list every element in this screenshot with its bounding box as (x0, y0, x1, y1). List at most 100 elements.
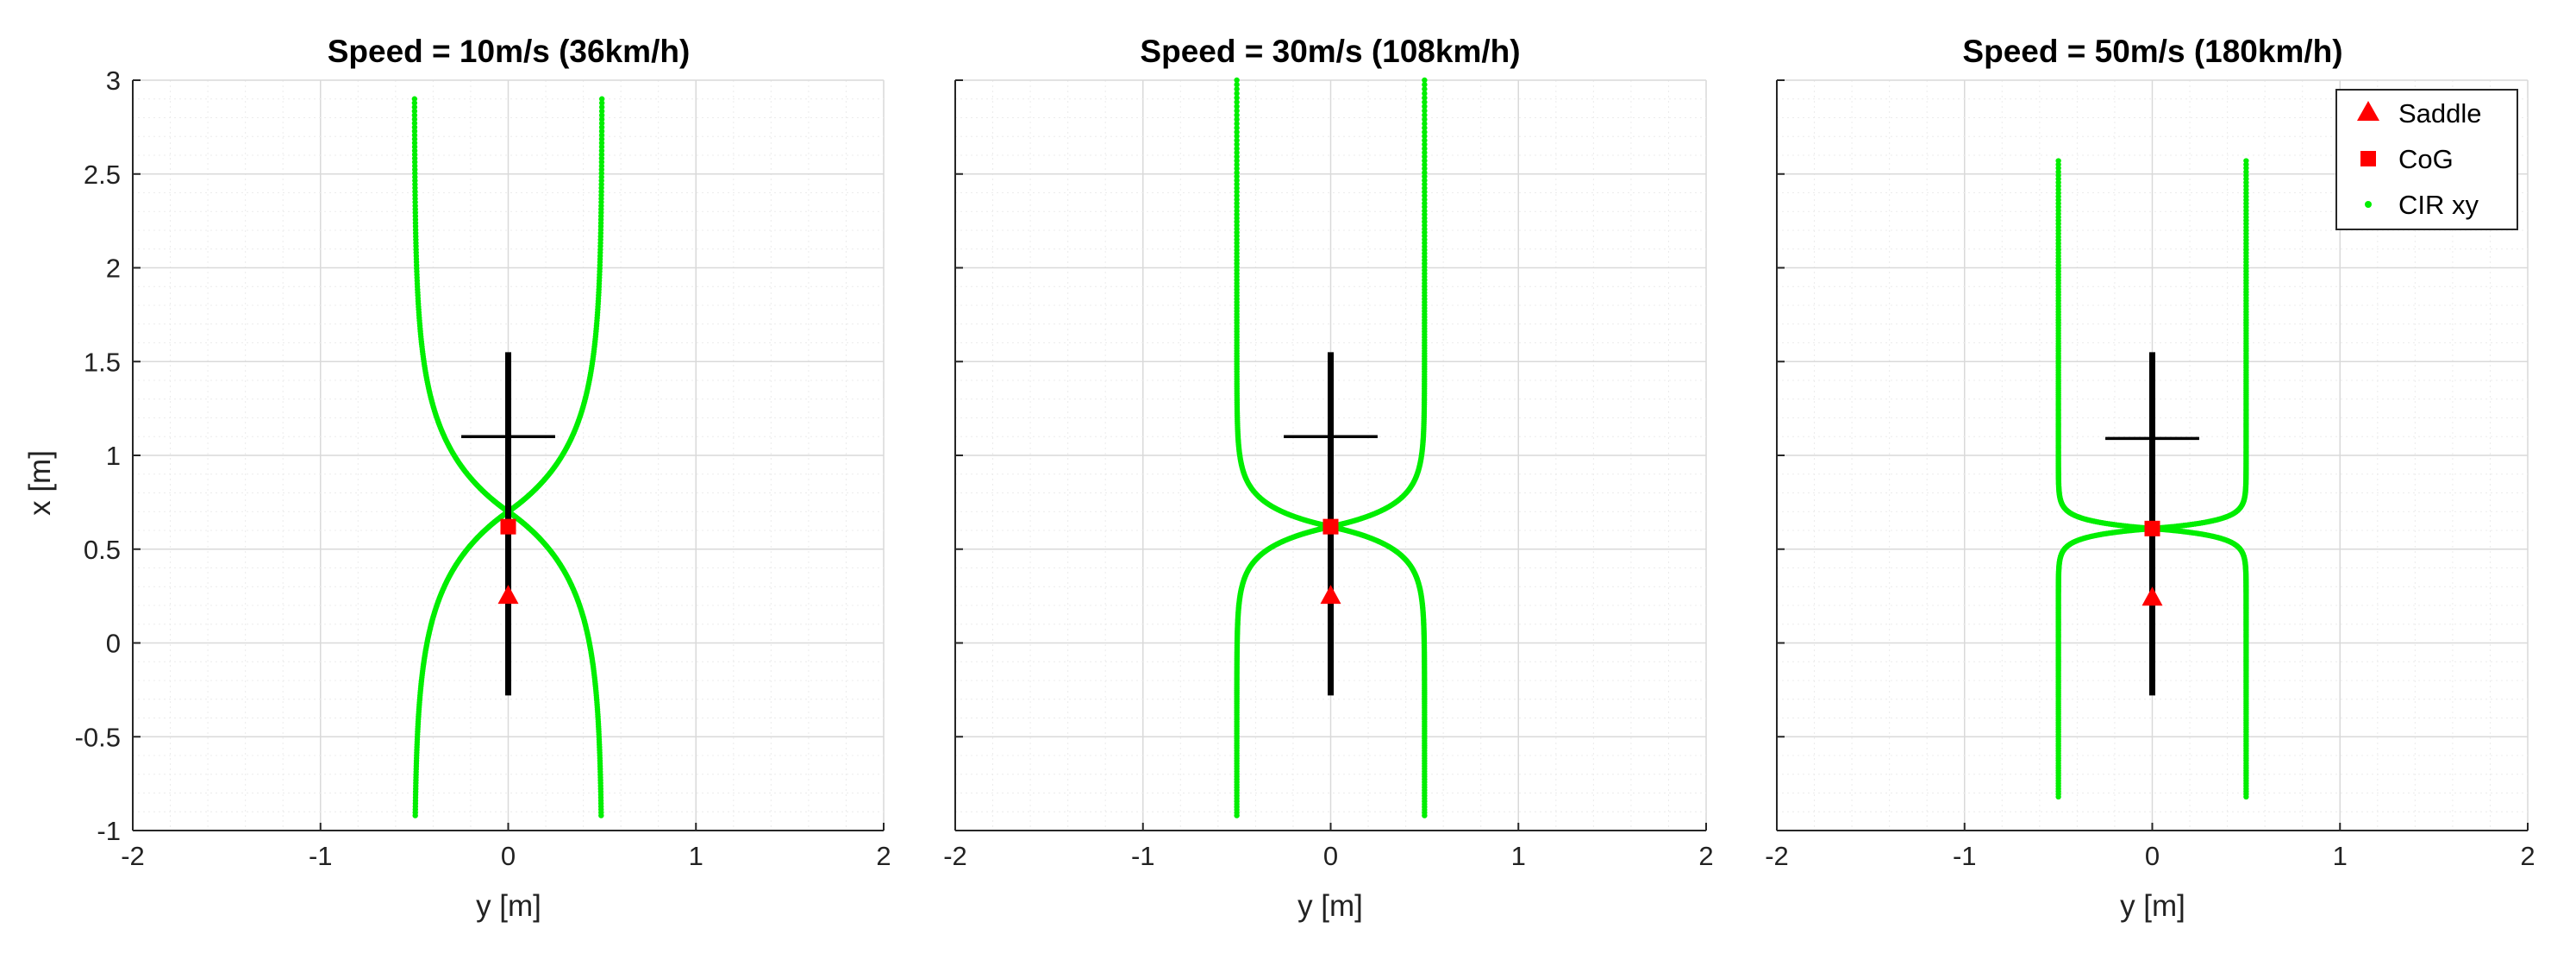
cir-point (598, 128, 605, 135)
cir-point (598, 132, 605, 138)
cir-point (1422, 181, 1428, 187)
y-axis-label: x [m] (23, 450, 57, 516)
panel-3: Speed = 50m/s (180km/h) -2 -1 0 1 2 y [m] (1765, 34, 2535, 923)
cir-point (1234, 116, 1240, 122)
cir-point (1422, 189, 1428, 195)
cir-point (1422, 91, 1428, 97)
cir-point (598, 155, 605, 161)
cir-point (1234, 91, 1240, 97)
y-tick-label: 2 (106, 254, 121, 284)
panel-1: Speed = 10m/s (36km/h) -2 -1 0 1 2-1-0.500.5… (23, 34, 891, 923)
cir-point (1234, 86, 1240, 92)
cir-point (1234, 166, 1240, 172)
cir-point (598, 151, 605, 158)
x-tick-label: -1 (309, 841, 333, 871)
cir-point (598, 108, 605, 115)
legend-label-cog: CoG (2398, 144, 2454, 174)
cir-point (411, 120, 418, 127)
y-tick-label: 1 (106, 441, 121, 471)
cir-point (411, 108, 418, 115)
cir-point (1422, 812, 1428, 818)
cir-point (1422, 137, 1428, 143)
x-tick-label: 1 (689, 841, 703, 871)
cir-point (1234, 95, 1240, 101)
cir-point (2243, 158, 2249, 164)
cir-point (1422, 112, 1428, 118)
cir-point (1234, 103, 1240, 110)
cir-point (1234, 169, 1240, 176)
cir-point (598, 96, 605, 102)
cir-point (598, 100, 605, 106)
cir-point (1234, 125, 1240, 131)
cir-point (1422, 141, 1428, 147)
cir-point (1422, 192, 1428, 199)
x-tick-label: -2 (121, 841, 145, 871)
cir-point (1422, 125, 1428, 131)
cir-point (1422, 116, 1428, 122)
cir-point (411, 147, 418, 154)
cir-point (411, 136, 418, 142)
cir-point (1422, 108, 1428, 114)
cir-point (598, 104, 605, 110)
cir-point (1234, 99, 1240, 105)
cir-point (2243, 793, 2249, 800)
cir-point (598, 136, 605, 142)
cir-point (1422, 103, 1428, 110)
cir-point (598, 140, 605, 147)
cir-point (598, 124, 605, 130)
cir-point (1234, 185, 1240, 191)
cir-point (1422, 166, 1428, 172)
panel-2: Speed = 30m/s (108km/h) -2 -1 0 1 2 y [m] (943, 34, 1713, 923)
y-tick-label: 3 (106, 66, 121, 96)
y-tick-label: -0.5 (75, 722, 121, 752)
cir-point (411, 128, 418, 135)
cir-point (1234, 81, 1240, 88)
cir-point (598, 112, 605, 118)
cir-point (598, 144, 605, 150)
x-tick-label: 0 (2145, 841, 2160, 871)
cir-point (1234, 77, 1240, 84)
cog-marker (1322, 518, 1339, 535)
cir-point (411, 112, 418, 118)
x-tick-label: 2 (2520, 841, 2535, 871)
saddle-marker (2141, 586, 2163, 606)
cir-point (2055, 793, 2061, 800)
cir-point (411, 96, 418, 102)
cir-point (411, 144, 418, 150)
cir-point (598, 120, 605, 127)
cir-point (1422, 77, 1428, 84)
plot-area: -2 -1 0 1 2 (1765, 79, 2535, 871)
panel-title: Speed = 30m/s (108km/h) (1140, 34, 1520, 69)
cir-point (1234, 149, 1240, 156)
cir-point (1234, 173, 1240, 179)
cir-point (1234, 192, 1240, 199)
y-tick-label: 1.5 (84, 347, 121, 377)
cir-point (1234, 197, 1240, 203)
cir-point (1234, 141, 1240, 147)
saddle-marker (1320, 585, 1341, 605)
cir-point (1422, 154, 1428, 160)
cir-point (1422, 95, 1428, 101)
cog-legend-marker (2360, 151, 2376, 166)
cir-point (1422, 149, 1428, 156)
x-tick-label: 1 (2333, 841, 2348, 871)
cir-point (1422, 146, 1428, 152)
cir-point (1422, 185, 1428, 191)
cir-point (598, 116, 605, 122)
legend: Saddle CoG CIR xy (2335, 89, 2518, 230)
cir-point (1234, 154, 1240, 160)
cir-point (1422, 86, 1428, 92)
cir-point (411, 151, 418, 158)
cir-point (411, 116, 418, 122)
cir-point (1234, 158, 1240, 164)
cog-marker (2144, 520, 2160, 536)
cir-point (411, 100, 418, 106)
x-tick-label: 0 (1323, 841, 1338, 871)
cir-point (1422, 121, 1428, 127)
cir-point (1234, 112, 1240, 118)
panel-title: Speed = 10m/s (36km/h) (328, 34, 691, 69)
x-tick-label: 1 (1511, 841, 1526, 871)
cir-point (1234, 108, 1240, 114)
x-axis-label: y [m] (2120, 889, 2185, 923)
